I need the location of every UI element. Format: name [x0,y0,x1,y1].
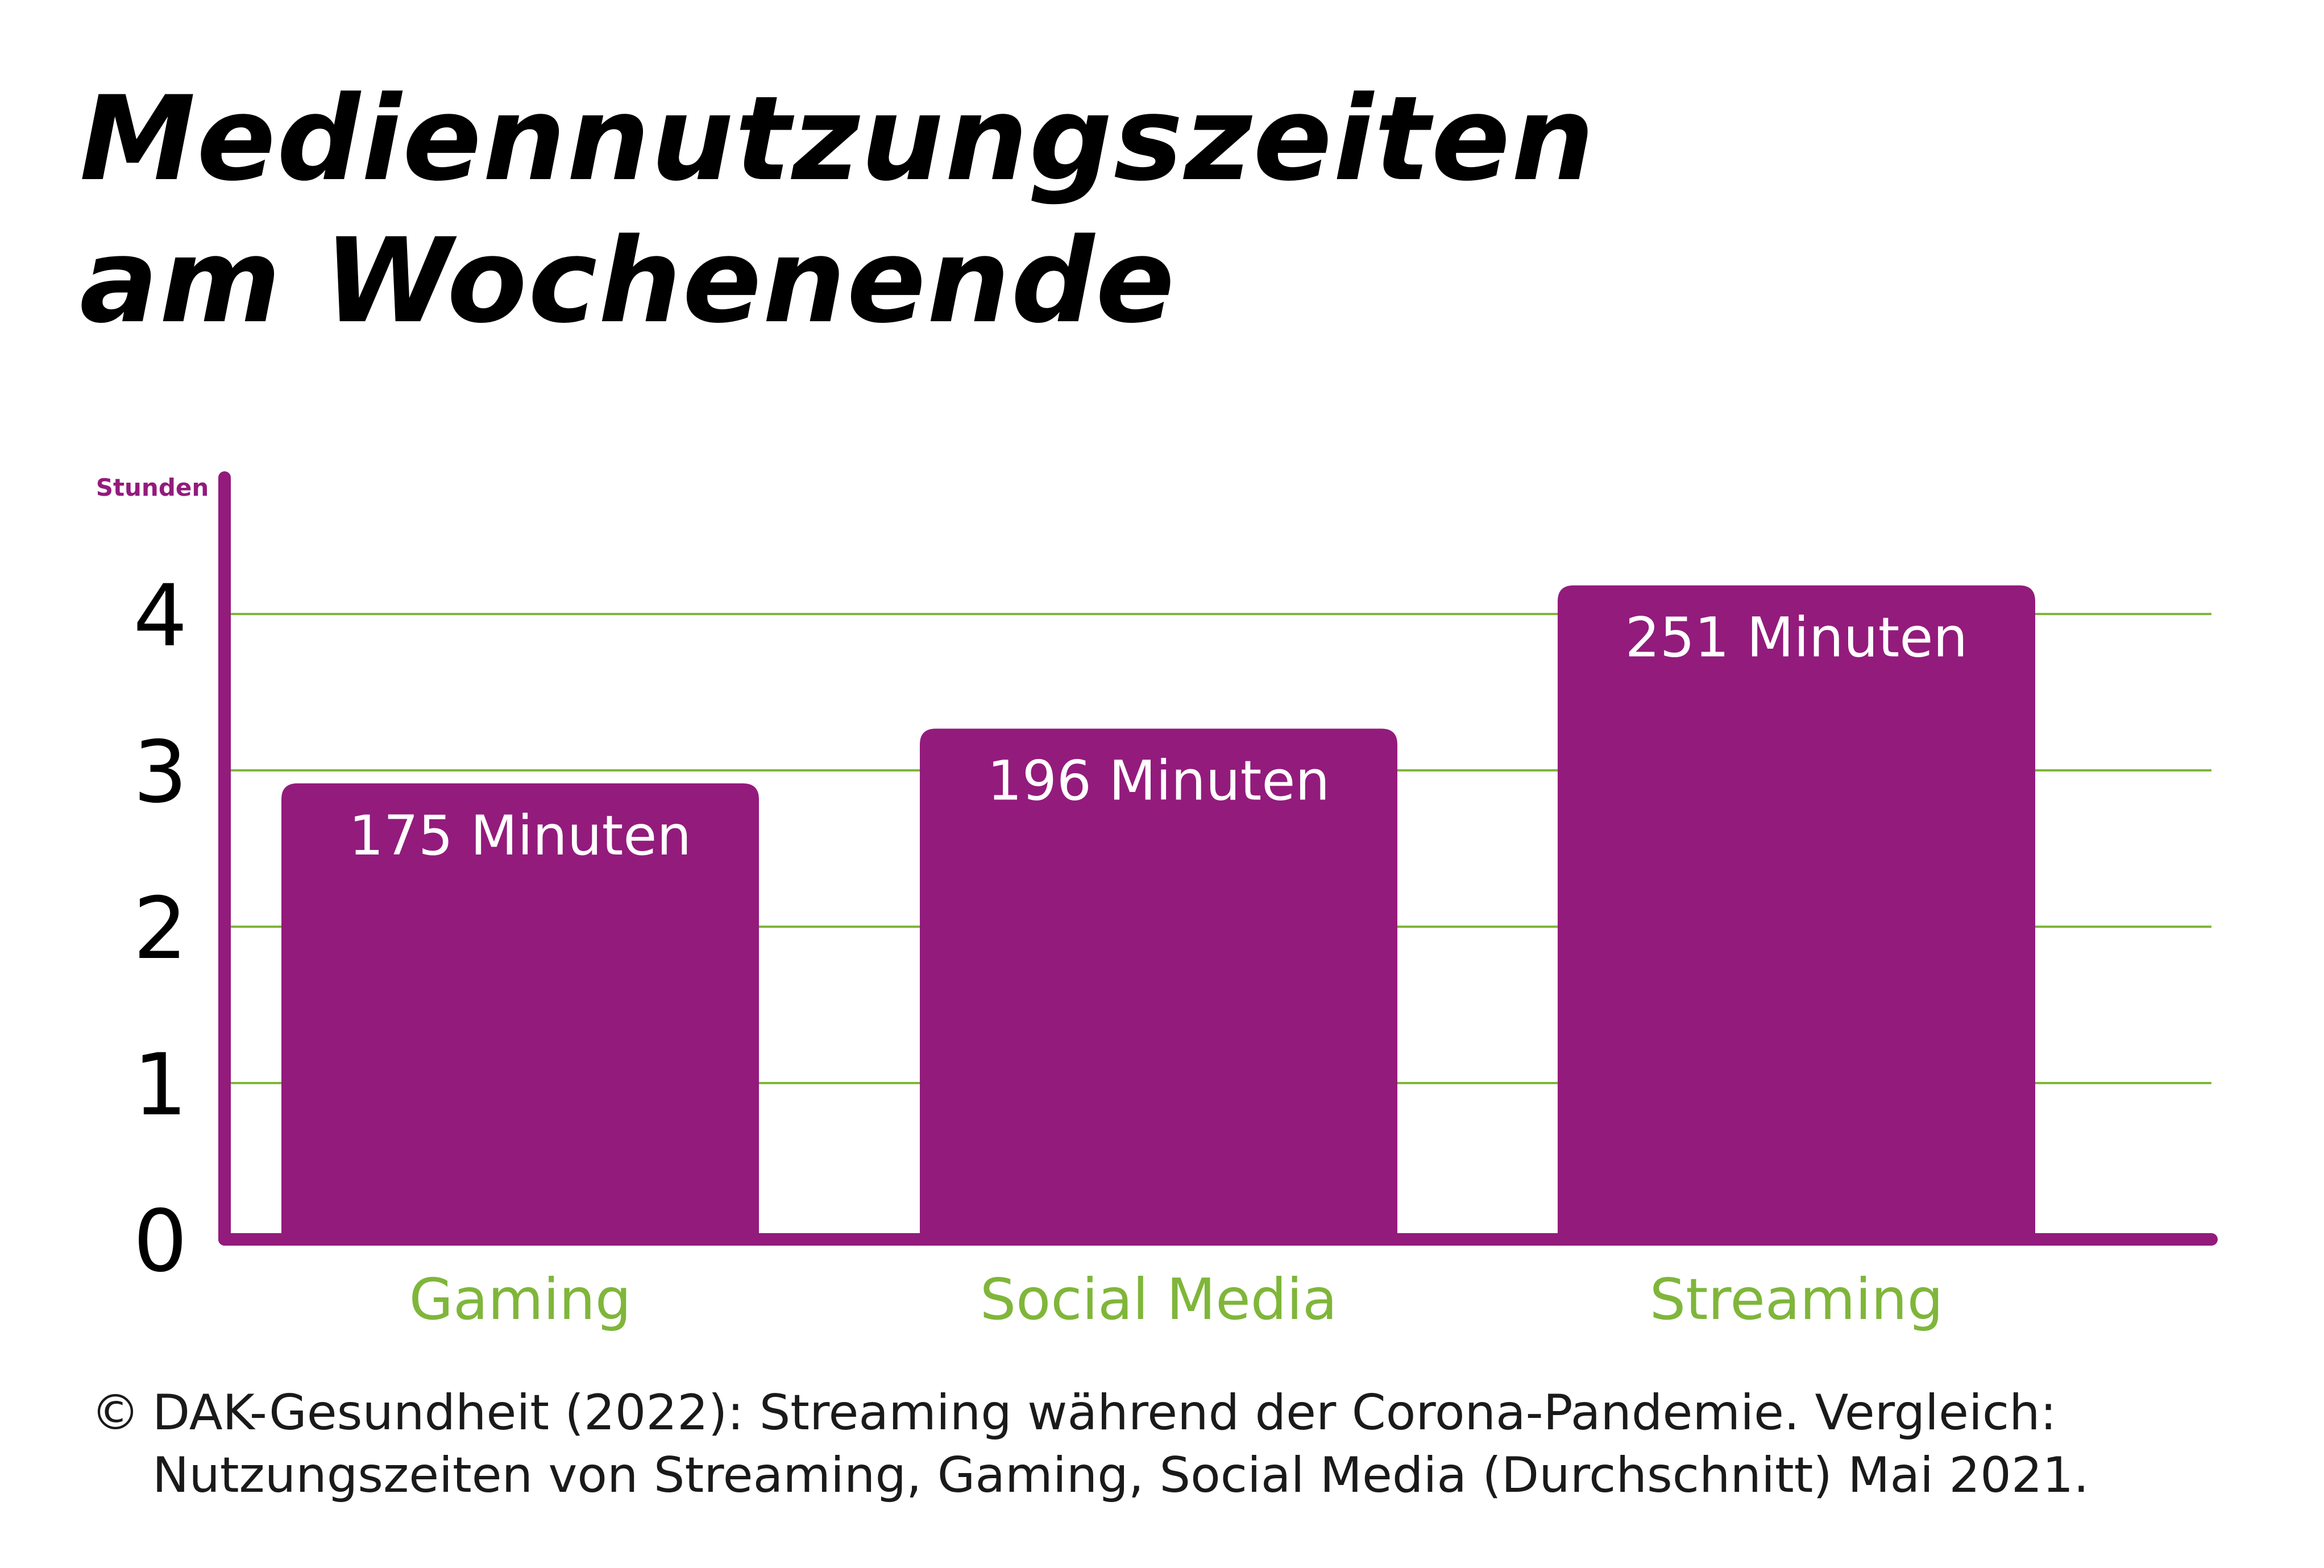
data-label-social-media: 196 Minuten [987,749,1330,813]
y-tick-label-3: 3 [133,723,187,822]
bar-streaming [1558,585,2035,1239]
source-line-2: Nutzungszeiten von Streaming, Gaming, So… [152,1447,2089,1504]
y-axis-title: Stunden [96,474,209,501]
category-label-gaming: Gaming [409,1266,632,1333]
source-line-1: DAK-Gesundheit (2022): Streaming während… [152,1384,2057,1441]
bar-gaming [281,783,759,1239]
y-tick-label-0: 0 [133,1192,187,1291]
bars [281,585,2035,1239]
data-label-streaming: 251 Minuten [1625,606,1968,670]
data-label-gaming: 175 Minuten [349,804,691,868]
source-note: © DAK-Gesundheit (2022): Streaming währe… [91,1382,2089,1507]
category-label-social-media: Social Media [980,1266,1338,1333]
chart-title: Mediennutzungszeiten am Wochenende [80,68,1595,352]
y-tick-label-1: 1 [133,1036,187,1135]
axes [218,471,2218,1246]
y-tick-label-2: 2 [133,880,187,978]
title-line-1: Mediennutzungszeiten [80,72,1596,207]
category-label-streaming: Streaming [1650,1266,1943,1333]
y-tick-label-4: 4 [133,567,187,666]
title-line-2: am Wochenende [80,214,1176,349]
copyright-symbol: © [91,1384,140,1441]
bar-social-media [920,728,1397,1239]
labels: 0 1 2 3 4 Stunden 175 Minuten Gaming 196 Minuten… [96,474,1968,1333]
